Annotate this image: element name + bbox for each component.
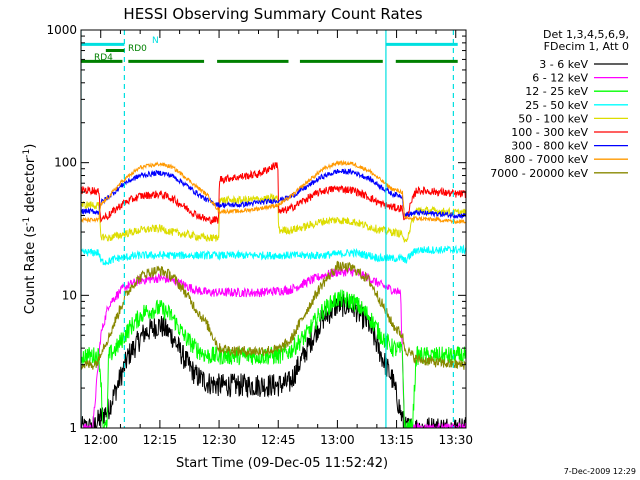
flag-label-rd0: RD0 [128,44,147,54]
legend-label: 6 - 12 keV [532,72,588,85]
legend-label: 100 - 300 keV [511,126,588,139]
legend-header: Det 1,3,4,5,6,9, [543,28,629,41]
legend: Det 1,3,4,5,6,9,FDecim 1, Att 0 3 - 6 keV… [490,28,629,180]
legend-label: 800 - 7000 keV [504,153,588,166]
footer-timestamp: 7-Dec-2009 12:29 [564,467,636,476]
legend-label: 25 - 50 keV [525,99,588,112]
x-tick-label: 13:30 [438,433,473,447]
y-tick-label: 10 [62,288,77,302]
plot-overlays [81,30,458,428]
y-tick-label: 100 [54,156,77,170]
series-line-300-800-kev [81,167,466,220]
legend-label: 12 - 25 keV [525,85,588,98]
legend-header: FDecim 1, Att 0 [544,40,629,53]
chart-title: HESSI Observing Summary Count Rates [123,5,422,23]
x-tick-label: 12:45 [261,433,296,447]
series-line-25-50-kev [81,244,466,266]
legend-label: 3 - 6 keV [539,58,588,71]
x-tick-label: 13:15 [379,433,414,447]
x-tick-label: 13:00 [320,433,355,447]
x-tick-label: 12:30 [202,433,237,447]
legend-label: 7000 - 20000 keV [490,167,588,180]
plot-area [81,159,466,428]
series-line-800-7000-kev [81,159,466,225]
flag-label-rd4: RD4 [94,53,113,63]
series-line-12-25-kev [81,289,466,428]
series-line-100-300-kev [81,162,466,225]
y-tick-label: 1000 [46,23,77,37]
series-line-7000-20000-kev [81,260,466,371]
x-axis-label: Start Time (09-Dec-05 11:52:42) [176,456,388,471]
y-axis-label: Count Rate (s-1 detector-1) [22,144,38,315]
series-line-6-12-kev [81,267,466,428]
legend-label: 300 - 800 keV [511,140,588,153]
axes: 12:00 12:15 12:30 12:45 13:00 13:15 13:30 1 10 10… [46,23,473,447]
y-tick-label: 1 [69,421,77,435]
plot-frame [80,29,467,429]
series-line-50-100-kev [81,192,466,243]
x-tick-label: 12:15 [143,433,178,447]
flag-label-n: N [152,36,159,46]
legend-label: 50 - 100 keV [518,112,588,125]
x-tick-label: 12:00 [83,433,118,447]
series-line-3-6-kev [81,293,466,428]
